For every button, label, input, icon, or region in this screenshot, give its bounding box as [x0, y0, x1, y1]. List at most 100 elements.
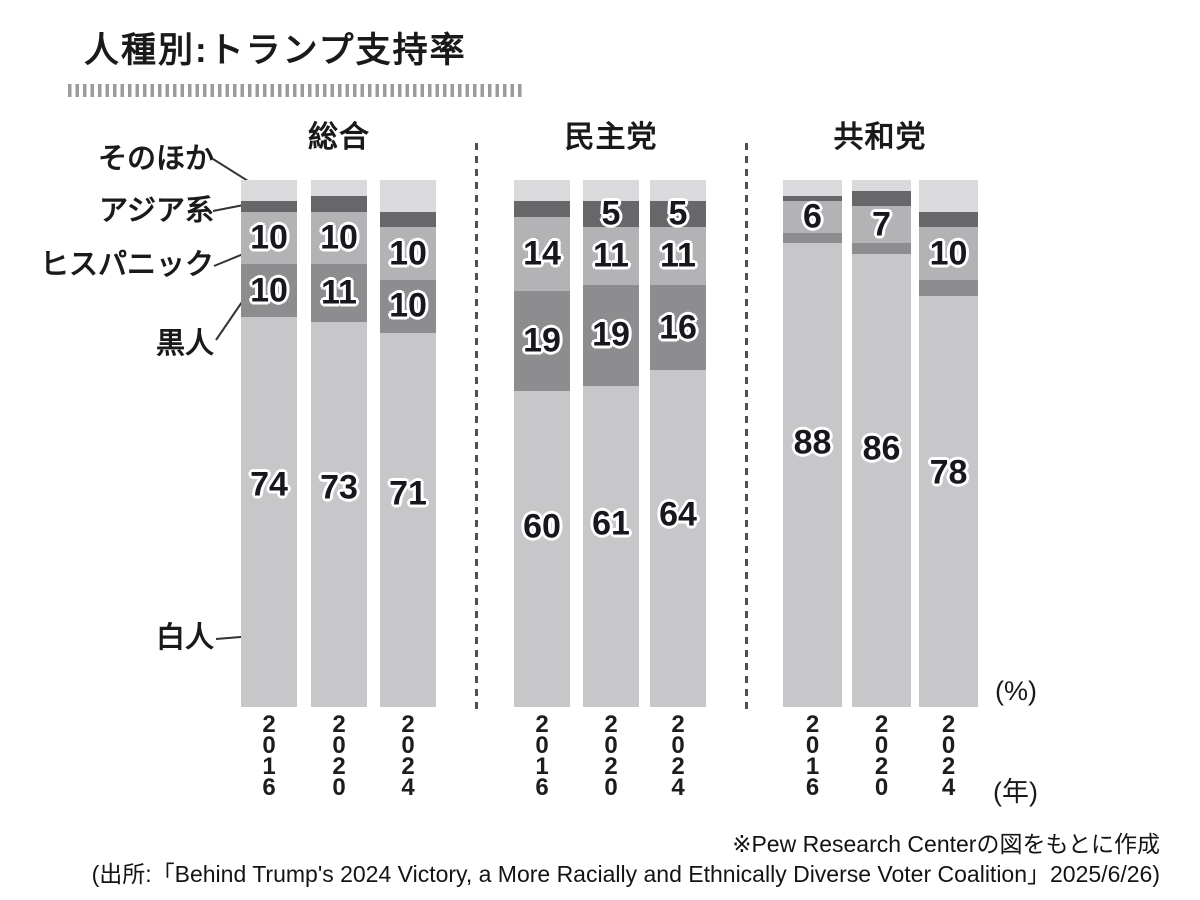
- bar-segment-asian: [783, 195, 842, 202]
- title-stripe-decoration: [68, 84, 522, 97]
- bar-segment-black: 11: [311, 264, 367, 323]
- segment-value-hispanic: 10: [320, 218, 358, 257]
- bar-segment-white: 74: [241, 317, 297, 708]
- bar-segment-other: [852, 180, 911, 191]
- legend-label-other: そのほか: [97, 143, 214, 175]
- legend-label-white: 白人: [155, 622, 214, 654]
- bar-segment-asian: [514, 201, 570, 217]
- group-header-republican: 共和党: [833, 121, 927, 154]
- segment-value-hispanic: 14: [523, 234, 561, 273]
- bar-segment-other: [311, 180, 367, 196]
- bar-segment-hispanic: 6: [783, 197, 842, 235]
- bar-segment-black: 19: [583, 285, 639, 386]
- bar-民主党-2024: 5 11 16 64: [650, 180, 706, 707]
- segment-value-white: 74: [250, 465, 288, 504]
- bar-segment-hispanic: 10: [919, 227, 978, 281]
- bar-segment-hispanic: 7: [852, 205, 911, 244]
- bar-segment-hispanic: 10: [380, 227, 436, 281]
- legend-label-hispanic: ヒスパニック: [39, 249, 214, 281]
- bar-segment-white: 64: [650, 369, 706, 707]
- bar-共和党-2016: 6 88: [783, 180, 842, 708]
- chart-title: 人種別:トランプ支持率: [84, 31, 467, 70]
- bar-segment-white: 71: [380, 332, 436, 708]
- bar-segment-hispanic: 11: [650, 227, 706, 286]
- bar-segment-asian: [380, 211, 436, 228]
- bar-segment-black: 16: [650, 285, 706, 370]
- bar-segment-hispanic: 10: [311, 211, 367, 265]
- segment-value-white: 86: [862, 429, 901, 468]
- bar-民主党-2020: 5 11 19 61: [583, 180, 639, 707]
- source-citation: (出所:「Behind Trump's 2024 Victory, a More…: [91, 861, 1160, 887]
- bars-area: 10 10 74 10 11 73 10 10 71 14 19 60 5 11 19 61 5 11 16 64 6 8…: [0, 180, 1200, 708]
- bar-segment-asian: [919, 211, 978, 228]
- bar-segment-asian: 5: [583, 195, 639, 233]
- legend-label-asian: アジア系: [99, 195, 214, 227]
- segment-value-white: 71: [389, 474, 427, 513]
- group-separator-1: [475, 143, 478, 713]
- bar-segment-asian: [852, 190, 911, 207]
- segment-value-white: 64: [659, 495, 697, 534]
- segment-value-white: 88: [793, 423, 832, 462]
- segment-value-hispanic: 7: [872, 205, 891, 244]
- bar-segment-hispanic: 14: [514, 216, 570, 291]
- bar-segment-black: 10: [380, 280, 436, 333]
- segment-value-hispanic: 6: [803, 197, 822, 236]
- bar-segment-black: 19: [514, 290, 570, 391]
- bar-共和党-2024: 10 78: [919, 180, 978, 708]
- group-separator-2: [745, 143, 748, 713]
- percent-unit-label: (%): [995, 676, 1037, 706]
- segment-value-black: 10: [389, 286, 427, 325]
- bar-共和党-2020: 7 86: [852, 180, 911, 708]
- bar-総合-2024: 10 10 71: [380, 180, 436, 708]
- group-header-democrat: 民主党: [564, 121, 658, 154]
- segment-value-white: 61: [592, 504, 630, 543]
- bar-segment-white: 61: [583, 385, 639, 707]
- source-note: ※Pew Research Centerの図をもとに作成: [732, 831, 1160, 857]
- bar-segment-other: [380, 180, 436, 212]
- segment-value-hispanic: 10: [250, 218, 288, 257]
- segment-value-black: 16: [659, 308, 697, 347]
- segment-value-asian: 5: [668, 194, 688, 233]
- year-unit-label: (年): [993, 777, 1038, 807]
- bar-segment-other: [241, 180, 297, 202]
- bar-segment-white: 88: [783, 243, 842, 708]
- segment-value-white: 60: [523, 507, 561, 546]
- segment-value-black: 19: [523, 321, 561, 360]
- bar-segment-black: 10: [241, 264, 297, 318]
- bar-segment-white: 73: [311, 322, 367, 707]
- bar-segment-white: 86: [852, 253, 911, 708]
- bar-segment-other: [514, 180, 570, 202]
- bar-総合-2020: 10 11 73: [311, 180, 367, 707]
- bar-segment-asian: [241, 201, 297, 212]
- bar-segment-black: [852, 243, 911, 254]
- segment-value-hispanic: 11: [593, 236, 629, 275]
- source-block: ※Pew Research Centerの図をもとに作成 (出所:「Behind…: [92, 829, 1160, 889]
- bar-segment-black: [783, 232, 842, 244]
- bar-segment-black: [919, 280, 978, 296]
- bar-segment-asian: [311, 195, 367, 212]
- bar-segment-other: [919, 180, 978, 212]
- segment-value-hispanic: 11: [660, 236, 696, 275]
- bar-segment-other: [783, 180, 842, 196]
- bar-segment-other: [583, 180, 639, 202]
- bar-segment-white: 78: [919, 295, 978, 708]
- segment-value-hispanic: 10: [929, 234, 968, 273]
- segment-value-asian: 5: [601, 194, 621, 233]
- segment-value-black: 11: [321, 273, 357, 312]
- bar-総合-2016: 10 10 74: [241, 180, 297, 708]
- bar-民主党-2016: 14 19 60: [514, 180, 570, 707]
- bar-segment-other: [650, 180, 706, 202]
- segment-value-black: 10: [250, 271, 288, 310]
- group-header-overall: 総合: [308, 121, 370, 154]
- segment-value-black: 19: [592, 315, 630, 354]
- segment-value-hispanic: 10: [389, 234, 427, 273]
- bar-segment-white: 60: [514, 390, 570, 707]
